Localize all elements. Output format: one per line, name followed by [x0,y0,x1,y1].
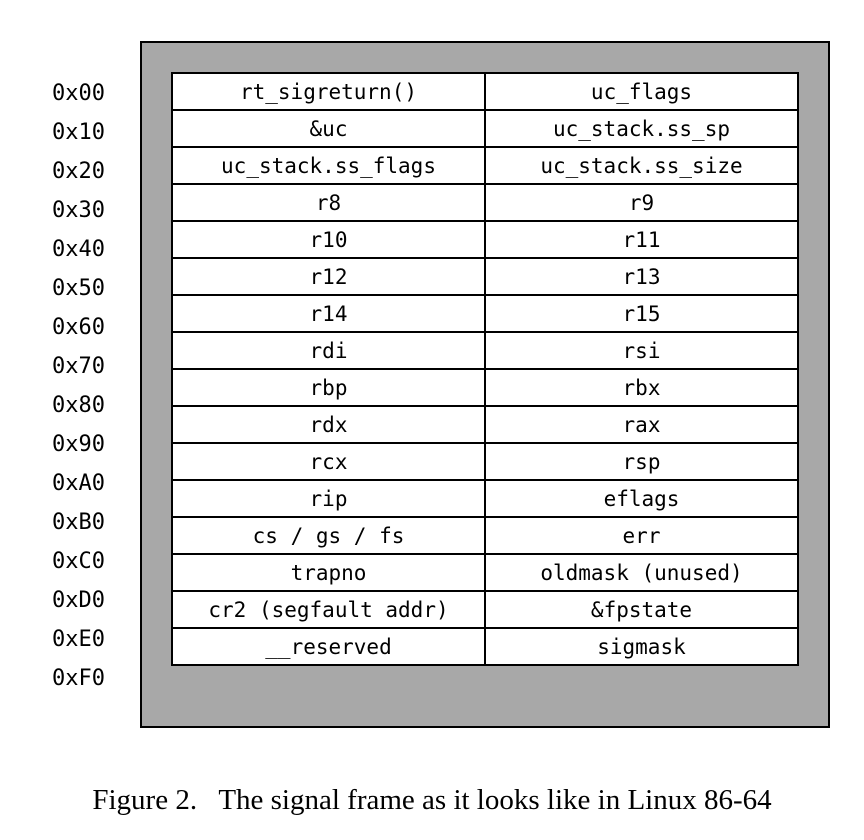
table-row: rip eflags [171,479,799,518]
table-row: r10 r11 [171,220,799,259]
table-cell: r14 [171,294,486,333]
table-cell: &fpstate [484,590,799,629]
table-cell: err [484,516,799,555]
table-cell: rbp [171,368,486,407]
offset-label: 0x40 [52,237,105,262]
table-cell: r10 [171,220,486,259]
offset-label: 0x60 [52,315,105,340]
table-cell: cr2 (segfault addr) [171,590,486,629]
table-row: r14 r15 [171,294,799,333]
table-row: rcx rsp [171,442,799,481]
offset-label: 0x50 [52,276,105,301]
table-row: &uc uc_stack.ss_sp [171,109,799,148]
table-row: trapno oldmask (unused) [171,553,799,592]
table-cell: uc_stack.ss_size [484,146,799,185]
table-cell: r11 [484,220,799,259]
table-cell: r13 [484,257,799,296]
table-cell: r12 [171,257,486,296]
table-cell: uc_stack.ss_flags [171,146,486,185]
offset-label: 0x20 [52,159,105,184]
table-cell: rsp [484,442,799,481]
table-row: rt_sigreturn() uc_flags [171,72,799,111]
table-cell: rcx [171,442,486,481]
offset-label: 0xD0 [52,588,105,613]
offset-column: 0x00 0x10 0x20 0x30 0x40 0x50 0x60 0x70 … [52,74,122,698]
table-row: __reserved sigmask [171,627,799,666]
table-cell: r15 [484,294,799,333]
table-cell: uc_flags [484,72,799,111]
table-row: uc_stack.ss_flags uc_stack.ss_size [171,146,799,185]
table-row: r8 r9 [171,183,799,222]
table-row: r12 r13 [171,257,799,296]
table-cell: rsi [484,331,799,370]
figure-caption: Figure 2. The signal frame as it looks l… [92,784,772,816]
table-row: cr2 (segfault addr) &fpstate [171,590,799,629]
table-cell: r9 [484,183,799,222]
table-cell: rip [171,479,486,518]
offset-label: 0xB0 [52,510,105,535]
table-cell: r8 [171,183,486,222]
table-cell: oldmask (unused) [484,553,799,592]
table-cell: eflags [484,479,799,518]
table-cell: cs / gs / fs [171,516,486,555]
table-cell: &uc [171,109,486,148]
table-row: rdx rax [171,405,799,444]
offset-label: 0xF0 [52,666,105,691]
table-cell: rdx [171,405,486,444]
table-row: rbp rbx [171,368,799,407]
table-row: cs / gs / fs err [171,516,799,555]
table-cell: rax [484,405,799,444]
offset-label: 0x70 [52,354,105,379]
table-cell: trapno [171,553,486,592]
table-cell: uc_stack.ss_sp [484,109,799,148]
offset-label: 0xC0 [52,549,105,574]
offset-label: 0xE0 [52,627,105,652]
offset-label: 0x10 [52,120,105,145]
offset-label: 0x30 [52,198,105,223]
offset-label: 0x80 [52,393,105,418]
signal-frame-table: rt_sigreturn() uc_flags &uc uc_stack.ss_… [171,72,799,666]
table-cell: __reserved [171,627,486,666]
table-cell: rbx [484,368,799,407]
table-cell: sigmask [484,627,799,666]
offset-label: 0xA0 [52,471,105,496]
offset-label: 0x90 [52,432,105,457]
table-cell: rt_sigreturn() [171,72,486,111]
table-row: rdi rsi [171,331,799,370]
table-cell: rdi [171,331,486,370]
offset-label: 0x00 [52,81,105,106]
